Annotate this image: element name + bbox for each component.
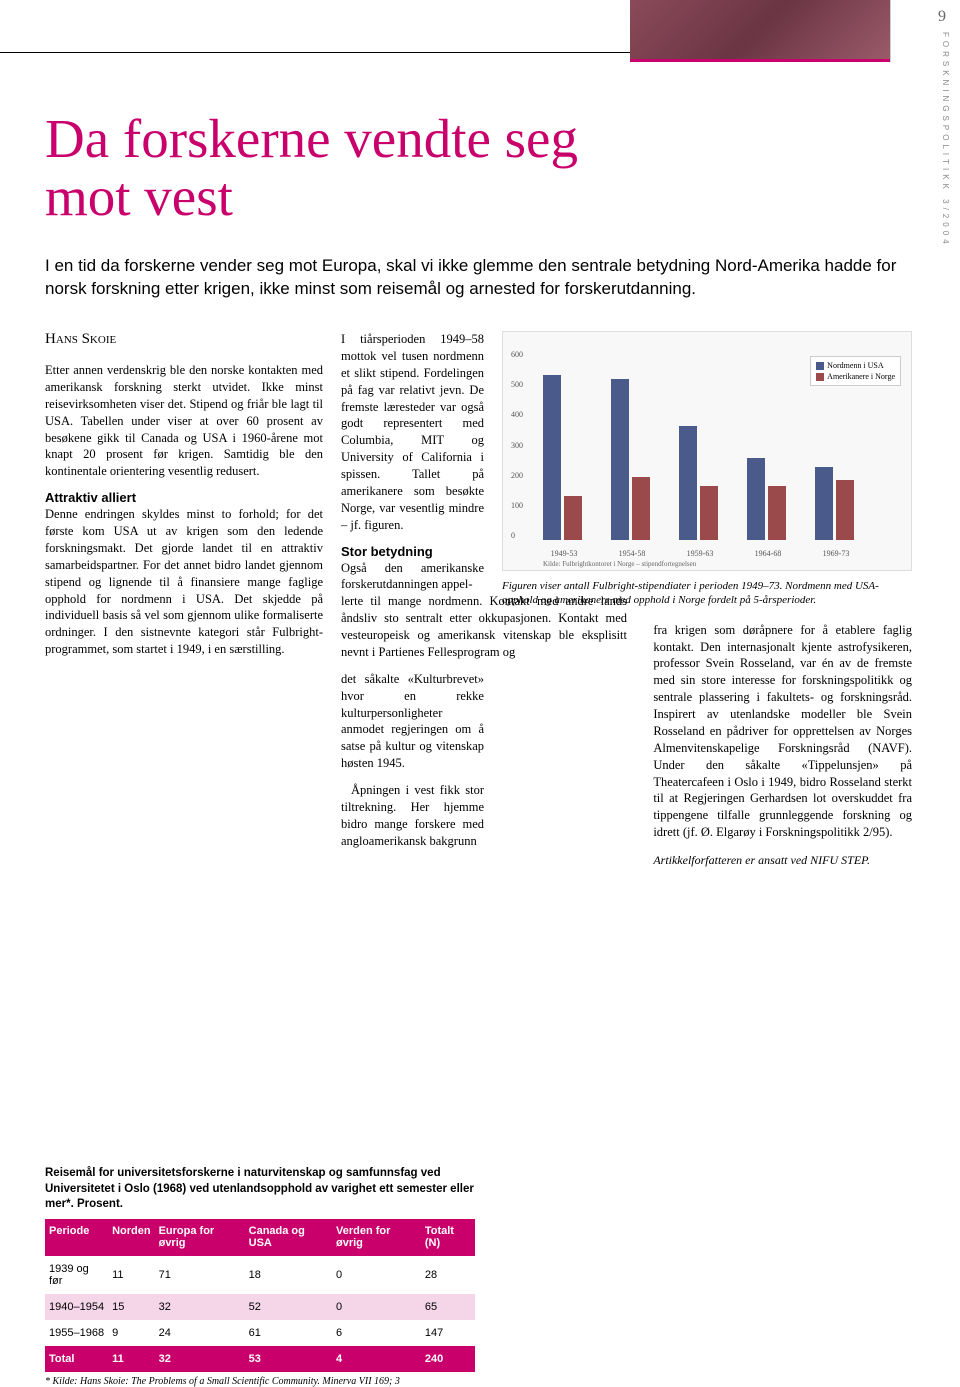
bar bbox=[611, 379, 629, 540]
col2-para-1: I tiårsperioden 1949–58 mottok vel tusen… bbox=[341, 331, 484, 534]
article-main: Da forskerne vendte seg mot vest I en ti… bbox=[45, 110, 915, 868]
col3-lower-a bbox=[502, 622, 635, 868]
cell: 32 bbox=[155, 1346, 245, 1372]
header-decorative-image bbox=[630, 0, 890, 62]
th-norden: Norden bbox=[108, 1219, 155, 1256]
xlabel: 1969-73 bbox=[815, 549, 857, 558]
col1-para-1: Etter annen verdenskrig ble den norske k… bbox=[45, 362, 323, 480]
column-1: Hans Skoie Etter annen verdenskrig ble d… bbox=[45, 331, 323, 868]
cell: 240 bbox=[421, 1346, 475, 1372]
cell: 6 bbox=[332, 1320, 421, 1346]
col1-para-2: Denne endringen skyldes minst to forhold… bbox=[45, 506, 323, 658]
cell: 1940–1954 bbox=[45, 1294, 108, 1320]
th-canada: Canada og USA bbox=[245, 1219, 332, 1256]
bar bbox=[815, 467, 833, 540]
cell: 65 bbox=[421, 1294, 475, 1320]
th-totalt: Totalt (N) bbox=[421, 1219, 475, 1256]
col2-para-2a: Også den amerikanske forskerutdanningen … bbox=[341, 560, 484, 594]
bar bbox=[747, 458, 765, 540]
author-affiliation: Artikkelforfatteren er ansatt ved NIFU S… bbox=[653, 853, 912, 868]
xlabel: 1954-58 bbox=[611, 549, 653, 558]
bar bbox=[700, 486, 718, 540]
article-title: Da forskerne vendte seg mot vest bbox=[45, 110, 915, 226]
cell: Total bbox=[45, 1346, 108, 1372]
th-verden: Verden for øvrig bbox=[332, 1219, 421, 1256]
table-row: 1939 og før 11 71 18 0 28 bbox=[45, 1256, 475, 1294]
chart-legend: Nordmenn i USA Amerikanere i Norge bbox=[810, 356, 901, 386]
bar bbox=[836, 480, 854, 540]
bar bbox=[564, 496, 582, 540]
xlabel: 1959-63 bbox=[679, 549, 721, 558]
cell: 11 bbox=[108, 1256, 155, 1294]
body-columns: Hans Skoie Etter annen verdenskrig ble d… bbox=[45, 331, 915, 868]
column-3: 0100200300400500600 bbox=[502, 331, 912, 868]
cell: 28 bbox=[421, 1256, 475, 1294]
chart-caption: Figuren viser antall Fulbright-stipendia… bbox=[502, 579, 912, 608]
cell: 18 bbox=[245, 1256, 332, 1294]
table-footnote: * Kilde: Hans Skoie: The Problems of a S… bbox=[45, 1376, 475, 1387]
col3-lower-b: fra krigen som døråpnere for å etablere … bbox=[653, 622, 912, 868]
bar-group bbox=[679, 426, 721, 540]
bar bbox=[543, 375, 561, 540]
subhead-stor: Stor betydning bbox=[341, 544, 484, 559]
cell: 0 bbox=[332, 1294, 421, 1320]
cell: 15 bbox=[108, 1294, 155, 1320]
lead-paragraph: I en tid da forskerne vender seg mot Eur… bbox=[45, 254, 915, 302]
author-name: Hans Skoie bbox=[45, 331, 323, 348]
bar-group bbox=[543, 375, 585, 540]
col3-para-1: fra krigen som døråpnere for å etablere … bbox=[653, 622, 912, 841]
cell: 32 bbox=[155, 1294, 245, 1320]
cell: 9 bbox=[108, 1320, 155, 1346]
th-periode: Periode bbox=[45, 1219, 108, 1256]
issue-label: FORSKNINGSPOLITIKK 3/2004 bbox=[941, 32, 950, 248]
cell: 1955–1968 bbox=[45, 1320, 108, 1346]
bar-group bbox=[815, 467, 857, 540]
cell: 11 bbox=[108, 1346, 155, 1372]
xlabel: 1964-68 bbox=[747, 549, 789, 558]
table-row: 1955–1968 9 24 61 6 147 bbox=[45, 1320, 475, 1346]
bar bbox=[768, 486, 786, 540]
title-line-1: Da forskerne vendte seg bbox=[45, 108, 578, 169]
page-number: 9 bbox=[938, 8, 946, 26]
cell: 0 bbox=[332, 1256, 421, 1294]
cell: 24 bbox=[155, 1320, 245, 1346]
table-block: Reisemål for universitetsforskerne i nat… bbox=[45, 1166, 475, 1387]
bar-group bbox=[747, 458, 789, 540]
xlabel: 1949-53 bbox=[543, 549, 585, 558]
col2-para-4: Åpningen i vest fikk stor tiltrekning. H… bbox=[341, 782, 484, 850]
table-title: Reisemål for universitetsforskerne i nat… bbox=[45, 1166, 475, 1213]
cell: 52 bbox=[245, 1294, 332, 1320]
bar bbox=[679, 426, 697, 540]
top-rule bbox=[0, 52, 630, 53]
bar-group bbox=[611, 379, 653, 540]
col3-lower: fra krigen som døråpnere for å etablere … bbox=[502, 622, 912, 868]
title-line-2: mot vest bbox=[45, 166, 233, 227]
legend-item: Nordmenn i USA bbox=[827, 361, 883, 370]
chart-y-axis: 0100200300400500600 bbox=[511, 350, 523, 540]
table-header-row: Periode Norden Europa for øvrig Canada o… bbox=[45, 1219, 475, 1256]
cell: 71 bbox=[155, 1256, 245, 1294]
col2-para-3: det såkalte «Kulturbrevet» hvor en rekke… bbox=[341, 671, 484, 772]
chart-source: Kilde: Fulbrightkontoret i Norge – stipe… bbox=[543, 560, 696, 568]
th-europa: Europa for øvrig bbox=[155, 1219, 245, 1256]
chart-x-axis: 1949-53 1954-58 1959-63 1964-68 1969-73 bbox=[543, 549, 883, 558]
table-row: 1940–1954 15 32 52 0 65 bbox=[45, 1294, 475, 1320]
cell: 53 bbox=[245, 1346, 332, 1372]
cell: 4 bbox=[332, 1346, 421, 1372]
cell: 61 bbox=[245, 1320, 332, 1346]
header-band bbox=[630, 0, 960, 62]
cell: 147 bbox=[421, 1320, 475, 1346]
table-row-total: Total 11 32 53 4 240 bbox=[45, 1346, 475, 1372]
subhead-attraktiv: Attraktiv alliert bbox=[45, 490, 323, 505]
column-2: I tiårsperioden 1949–58 mottok vel tusen… bbox=[341, 331, 484, 868]
travel-table: Periode Norden Europa for øvrig Canada o… bbox=[45, 1219, 475, 1372]
legend-item: Amerikanere i Norge bbox=[827, 372, 895, 381]
cell: 1939 og før bbox=[45, 1256, 108, 1294]
fulbright-chart: 0100200300400500600 bbox=[502, 331, 912, 571]
bar bbox=[632, 477, 650, 540]
